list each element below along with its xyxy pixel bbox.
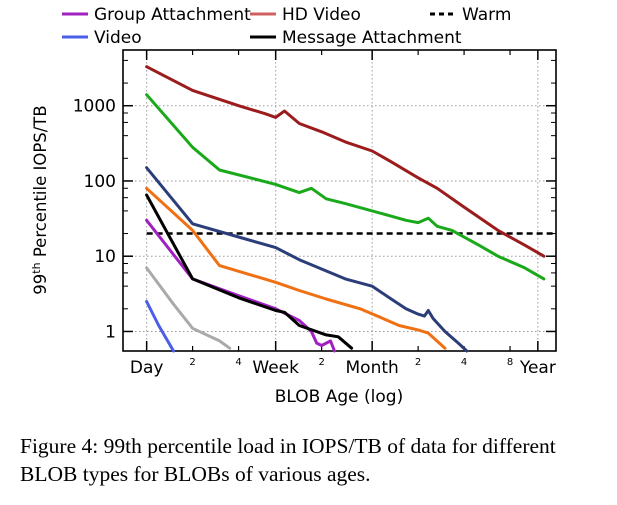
x-tick-label: Day — [130, 358, 164, 378]
series-line-4 — [145, 186, 447, 350]
series-line-8 — [145, 300, 175, 353]
y-axis-label-rest: Percentile IOPS/TB — [31, 105, 50, 262]
y-tick-label: 100 — [84, 172, 116, 192]
y-axis-label: 99th Percentile IOPS/TB — [30, 105, 50, 294]
figure-caption: Figure 4: 99th percentile load in IOPS/T… — [20, 434, 556, 486]
series-lines — [145, 65, 546, 353]
x-minor-tick-label: 2 — [189, 357, 195, 368]
axis-ticks: Day Week Month Year 2 4 2 2 4 8 1 10 100 1000 — [73, 50, 556, 378]
x-minor-tick-label: 4 — [461, 357, 467, 368]
legend-label: Warm — [462, 5, 511, 25]
series-line-6 — [145, 193, 354, 350]
x-minor-tick-label: 4 — [235, 357, 241, 368]
series-line-5 — [145, 218, 336, 353]
plot-frame — [122, 49, 557, 352]
grid — [123, 50, 556, 351]
x-minor-tick-label: 2 — [415, 357, 421, 368]
x-tick-label: Year — [519, 358, 556, 378]
x-minor-tick-label: 8 — [507, 357, 513, 368]
x-axis-label: BLOB Age (log) — [275, 387, 403, 407]
series-line-1 — [145, 65, 546, 258]
y-tick-label: 10 — [94, 247, 116, 267]
legend-label: HD Video — [282, 5, 361, 25]
x-minor-tick-label: 2 — [318, 357, 324, 368]
legend-label: Message Attachment — [282, 28, 462, 48]
y-axis-label-sup: th — [30, 262, 43, 273]
legend-label: Video — [94, 28, 142, 48]
y-tick-label: 1000 — [73, 97, 116, 117]
legend-label: Group Attachment — [94, 5, 251, 25]
y-tick-label: 1 — [105, 322, 116, 342]
series-line-2 — [145, 93, 546, 281]
x-tick-label: Month — [346, 358, 399, 378]
x-tick-label: Week — [252, 358, 299, 378]
series-line-3 — [145, 166, 469, 353]
series-line-7 — [145, 266, 232, 350]
legend: Group Attachment HD Video Warm Video Message… — [62, 5, 511, 48]
y-axis-label-main: 99 — [31, 274, 50, 295]
